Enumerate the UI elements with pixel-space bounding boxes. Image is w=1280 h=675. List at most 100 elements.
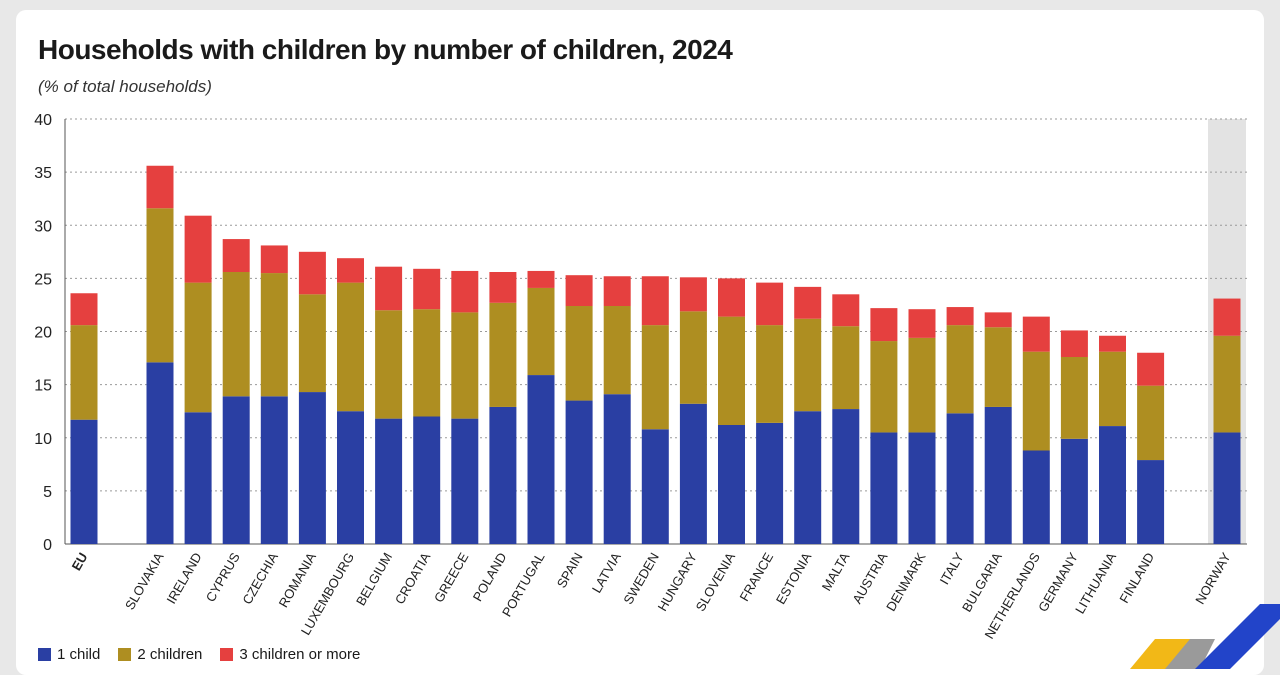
bar-finland-3 (1137, 352, 1165, 386)
bar-finland-1 (1137, 460, 1165, 544)
legend-label-1-child: 1 child (57, 646, 101, 663)
y-tick-label: 15 (34, 378, 52, 395)
bar-bulgaria-1 (984, 406, 1012, 544)
bar-luxembourg-2 (337, 282, 364, 412)
bar-spain-3 (565, 275, 593, 306)
y-tick-label: 10 (34, 431, 52, 448)
bar-latvia-3 (603, 276, 631, 306)
chart-title: Households with children by number of ch… (38, 34, 733, 65)
legend-swatch-1-child (38, 648, 51, 661)
bar-romania-3 (298, 251, 326, 295)
bar-norway-2 (1213, 335, 1241, 433)
bar-poland-2 (489, 302, 517, 407)
x-tick-label-slovakia: SLOVAKIA (122, 550, 167, 613)
bar-poland-1 (489, 406, 517, 544)
y-tick-label: 5 (43, 484, 52, 501)
bar-italy-3 (946, 307, 974, 326)
bar-croatia-2 (413, 309, 441, 417)
bar-cyprus-3 (222, 239, 250, 272)
bar-sweden-1 (641, 429, 669, 544)
bar-eu-1 (70, 419, 98, 544)
bar-netherlands-1 (1022, 450, 1050, 544)
bar-spain-1 (565, 400, 593, 544)
bar-bulgaria-3 (984, 312, 1012, 328)
legend-item-3-children: 3 children or more (220, 646, 360, 663)
x-tick-label-greece: GREECE (431, 550, 472, 605)
bar-ireland-1 (184, 412, 212, 544)
bar-netherlands-2 (1022, 351, 1050, 451)
bar-greece-2 (451, 312, 479, 419)
x-tick-label-ireland: IRELAND (164, 550, 205, 606)
bar-luxembourg-1 (337, 411, 364, 544)
y-tick-label: 25 (34, 271, 52, 288)
x-tick-label-belgium: BELGIUM (353, 550, 395, 608)
bar-norway-1 (1213, 432, 1241, 544)
bar-slovakia-2 (146, 208, 174, 363)
bar-austria-1 (870, 432, 898, 544)
y-tick-label: 0 (43, 537, 52, 554)
bar-lithuania-2 (1099, 351, 1126, 427)
bar-hungary-3 (679, 277, 707, 312)
bar-ireland-3 (184, 215, 212, 283)
bar-croatia-1 (413, 416, 441, 544)
bar-france-1 (756, 422, 784, 544)
bar-germany-3 (1060, 330, 1088, 357)
bar-norway-3 (1213, 298, 1241, 336)
legend-swatch-2-children (118, 648, 132, 661)
legend-swatch-3-children (220, 648, 234, 661)
bar-luxembourg-3 (337, 258, 364, 283)
x-tick-label-finland: FINLAND (1116, 550, 1157, 606)
legend-item-2-children: 2 children (118, 646, 202, 663)
bar-belgium-1 (375, 418, 403, 544)
bar-poland-3 (489, 272, 517, 303)
x-tick-label-czechia: CZECHIA (239, 550, 281, 607)
x-tick-label-latvia: LATVIA (589, 550, 624, 596)
bar-portugal-2 (527, 287, 555, 376)
bar-greece-3 (451, 270, 479, 313)
bar-czechia-1 (260, 396, 288, 544)
legend-item-1-child: 1 child (38, 646, 100, 663)
bar-bulgaria-2 (984, 327, 1012, 407)
bar-malta-1 (832, 409, 860, 544)
bar-denmark-3 (908, 309, 936, 338)
legend-label-2-children: 2 children (137, 646, 203, 663)
chart-subtitle: (% of total households) (38, 77, 212, 96)
bar-slovakia-1 (146, 362, 174, 544)
bar-portugal-1 (527, 375, 555, 544)
y-tick-label: 20 (34, 325, 52, 342)
bar-belgium-2 (375, 310, 403, 419)
bar-austria-3 (870, 308, 898, 342)
bar-estonia-1 (794, 411, 822, 544)
x-tick-label-malta: MALTA (819, 550, 853, 594)
y-tick-label: 40 (34, 112, 52, 129)
bar-malta-3 (832, 294, 860, 327)
legend: 1 child 2 children 3 children or more (38, 646, 360, 663)
bar-eu-3 (70, 293, 98, 326)
bar-estonia-3 (794, 286, 822, 319)
bar-sweden-2 (641, 325, 669, 430)
bar-latvia-1 (603, 394, 631, 544)
bar-denmark-2 (908, 337, 936, 433)
x-tick-label-cyprus: CYPRUS (203, 550, 243, 605)
bar-austria-2 (870, 341, 898, 433)
bar-germany-1 (1060, 438, 1088, 544)
x-tick-label-poland: POLAND (470, 550, 510, 604)
bar-croatia-3 (413, 268, 441, 310)
x-tick-label-france: FRANCE (736, 550, 776, 604)
bar-slovenia-2 (718, 316, 745, 425)
bar-france-2 (756, 325, 784, 423)
x-tick-label-eu: EU (69, 550, 91, 573)
bar-hungary-1 (679, 403, 707, 544)
bar-slovakia-3 (146, 165, 174, 209)
bar-sweden-3 (641, 276, 669, 326)
x-tick-label-sweden: SWEDEN (620, 550, 662, 607)
bar-slovenia-3 (718, 278, 745, 317)
bar-netherlands-3 (1022, 316, 1050, 352)
y-tick-label: 35 (34, 165, 52, 182)
bar-eu-2 (70, 325, 98, 420)
x-tick-label-croatia: CROATIA (392, 550, 434, 607)
x-tick-label-slovenia: SLOVENIA (693, 550, 739, 614)
bar-belgium-3 (375, 266, 403, 311)
bar-finland-2 (1137, 385, 1165, 461)
